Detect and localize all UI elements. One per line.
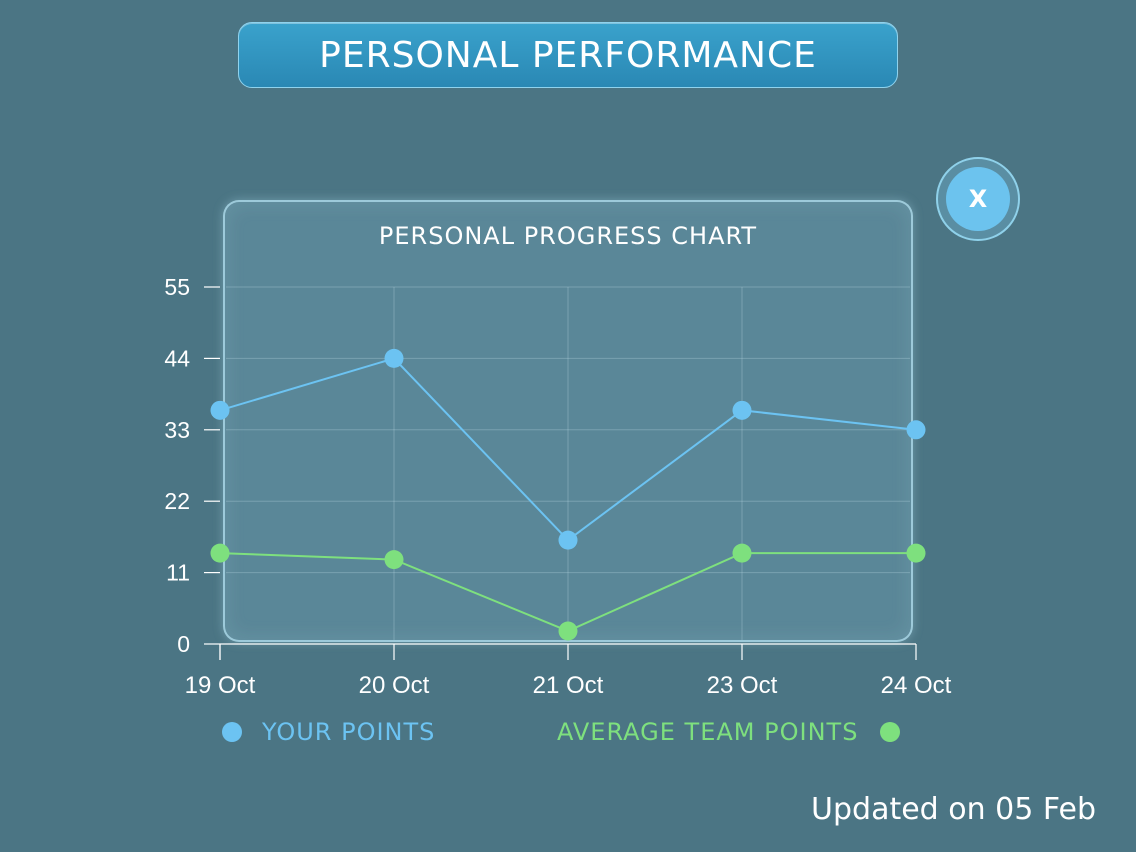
close-button[interactable]: X [936,157,1020,241]
y-tick-label: 55 [164,274,190,300]
legend-label-team-points: AVERAGE TEAM POINTS [557,718,859,746]
data-point-team-points [384,550,404,570]
y-tick-label: 22 [164,488,190,514]
page-title: PERSONAL PERFORMANCE [238,22,898,88]
data-point-your-points [210,400,230,420]
y-tick-label: 11 [166,560,190,586]
y-tick-label: 33 [164,417,190,443]
data-point-your-points [558,530,578,550]
data-point-team-points [558,621,578,641]
chart-panel [223,200,913,642]
legend-label-your-points: YOUR POINTS [262,718,436,746]
updated-timestamp: Updated on 05 Feb [811,792,1096,827]
close-icon: X [946,167,1010,231]
data-point-team-points [906,543,926,563]
data-point-team-points [732,543,752,563]
legend-team-points: AVERAGE TEAM POINTS [557,718,901,746]
chart-title: PERSONAL PROGRESS CHART [378,222,758,250]
legend-your-points: YOUR POINTS [222,718,435,746]
legend-dot-your-points [222,722,242,742]
x-tick-label: 23 Oct [707,672,778,699]
x-tick-label: 20 Oct [359,672,430,699]
legend-dot-team-points [880,722,901,742]
data-point-your-points [384,348,404,368]
data-point-your-points [906,420,926,440]
y-tick-label: 44 [164,345,190,371]
y-tick-label: 0 [177,631,190,657]
data-point-your-points [732,400,752,420]
x-tick-label: 24 Oct [881,672,952,699]
x-tick-label: 19 Oct [185,672,256,699]
x-tick-label: 21 Oct [533,672,604,699]
data-point-team-points [210,543,230,563]
